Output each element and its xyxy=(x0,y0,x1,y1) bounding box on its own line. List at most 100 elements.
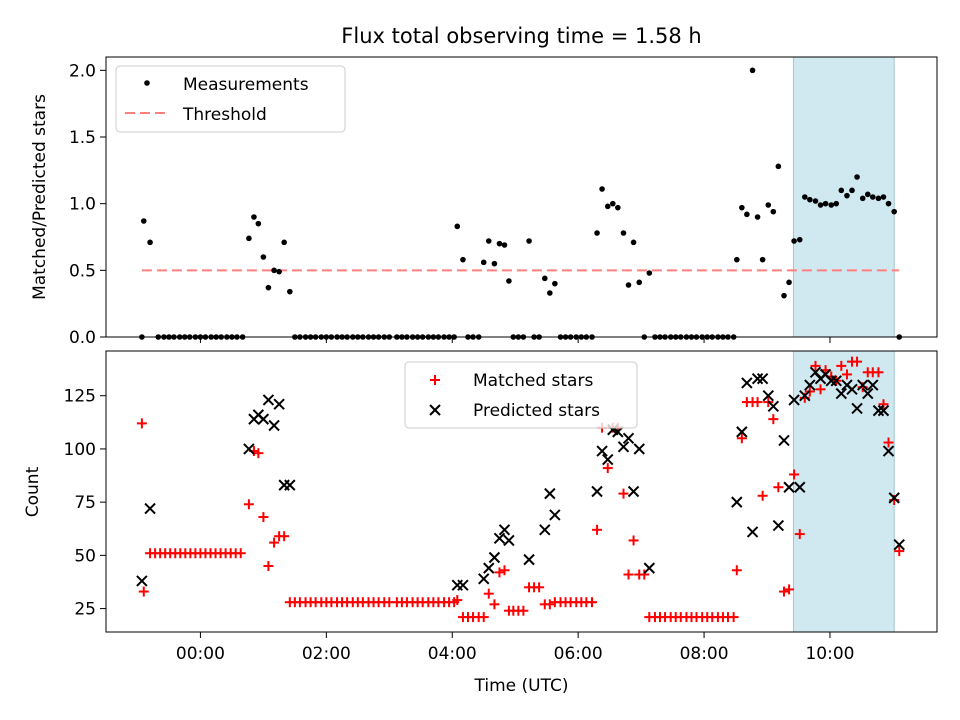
measurement-point xyxy=(276,268,282,275)
matched-point xyxy=(544,599,555,610)
measurement-point xyxy=(775,163,782,170)
measurement-point xyxy=(271,267,277,274)
predicted-point xyxy=(493,532,506,545)
predicted-point xyxy=(767,400,780,413)
measurement-point xyxy=(734,256,740,263)
predicted-point xyxy=(544,487,556,500)
bottom-panel: 25 50 75 100 125 00:00 02:00 04:00 06:00 08:00 10… xyxy=(23,350,938,696)
predicted-point xyxy=(736,426,748,438)
measurement-point xyxy=(796,236,803,243)
matched-point xyxy=(279,531,290,542)
predicted-point xyxy=(794,481,806,493)
measurement-point xyxy=(140,218,147,224)
predicted-point xyxy=(783,481,795,493)
matched-point xyxy=(258,512,269,523)
y-tick-label: 50 xyxy=(74,546,96,566)
legend-marker-measurements xyxy=(144,80,150,86)
measurement-point xyxy=(496,240,503,247)
predicted-point xyxy=(498,524,511,536)
matched-point xyxy=(494,567,505,578)
matched-point xyxy=(883,437,894,448)
predicted-point xyxy=(830,375,842,387)
measurement-point xyxy=(786,279,792,286)
measurement-point xyxy=(636,279,643,286)
predicted-point xyxy=(772,519,785,532)
predicted-point xyxy=(643,562,656,574)
predicted-point xyxy=(762,389,774,402)
x-tick-label: 08:00 xyxy=(680,644,729,664)
predicted-point xyxy=(893,539,905,551)
measurement-point xyxy=(594,230,600,236)
predicted-point xyxy=(262,394,275,406)
legend-label-threshold: Threshold xyxy=(182,105,267,125)
predicted-point xyxy=(457,579,469,591)
measurement-point xyxy=(625,282,632,288)
predicted-point xyxy=(549,509,561,521)
measurement-point xyxy=(817,202,824,208)
matched-point xyxy=(878,399,889,410)
measurement-point xyxy=(620,230,627,236)
matched-point xyxy=(499,565,510,576)
legend-label-predicted: Predicted stars xyxy=(473,401,600,421)
x-tick-label: 02:00 xyxy=(302,644,351,664)
predicted-points xyxy=(136,366,905,591)
measurement-point xyxy=(781,292,787,299)
measurement-point xyxy=(630,239,637,246)
predicted-point xyxy=(872,404,885,417)
matched-point xyxy=(736,433,747,444)
measurement-point xyxy=(287,288,293,295)
matched-point xyxy=(841,369,852,380)
predicted-point xyxy=(627,485,640,498)
predicted-point xyxy=(731,496,743,508)
y-tick-label: 0.0 xyxy=(69,328,96,348)
y-tick-label: 100 xyxy=(64,440,96,460)
predicted-point xyxy=(862,387,874,400)
y-tick-label: 25 xyxy=(74,600,96,620)
measurement-point xyxy=(147,239,153,246)
matched-point xyxy=(873,367,884,378)
measurement-point xyxy=(541,275,548,282)
legend: Measurements Threshold xyxy=(115,65,346,133)
measurement-point xyxy=(844,192,850,199)
predicted-point xyxy=(741,377,753,389)
measurement-point xyxy=(526,238,532,244)
measurement-point xyxy=(801,194,808,200)
predicted-point xyxy=(257,413,270,425)
predicted-point xyxy=(483,562,495,574)
measurement-point xyxy=(547,290,553,296)
matched-point xyxy=(810,360,821,371)
measurement-point xyxy=(604,203,611,210)
highlight-span xyxy=(792,350,895,633)
matched-point xyxy=(628,535,639,546)
measurement-point xyxy=(891,208,897,215)
plot-frame xyxy=(105,56,938,338)
predicted-point xyxy=(243,443,255,455)
predicted-point xyxy=(602,453,614,466)
matched-point xyxy=(618,488,629,499)
predicted-point xyxy=(756,372,769,385)
measurement-point xyxy=(854,174,860,180)
y-tick-label: 2.0 xyxy=(69,61,96,81)
matched-point xyxy=(269,537,280,548)
legend-box xyxy=(404,361,638,429)
matched-point xyxy=(253,448,264,459)
matched-point xyxy=(731,565,742,576)
predicted-point xyxy=(857,379,869,391)
measurement-point xyxy=(491,260,498,267)
predicted-point xyxy=(633,443,645,455)
matched-point xyxy=(773,482,784,493)
matched-points xyxy=(136,356,905,623)
matched-point xyxy=(639,569,650,580)
y-tick-label: 125 xyxy=(64,387,96,407)
measurement-point xyxy=(739,204,745,211)
matched-point xyxy=(623,569,634,580)
predicted-point xyxy=(503,534,515,547)
measurement-point xyxy=(260,254,267,260)
measurement-point xyxy=(759,256,766,263)
matched-point xyxy=(534,582,545,593)
matched-point xyxy=(852,356,863,367)
y-axis-ticks: 0.0 0.5 1.0 1.5 2.0 xyxy=(69,61,106,348)
measurement-point xyxy=(506,278,512,284)
predicted-point xyxy=(888,492,900,504)
